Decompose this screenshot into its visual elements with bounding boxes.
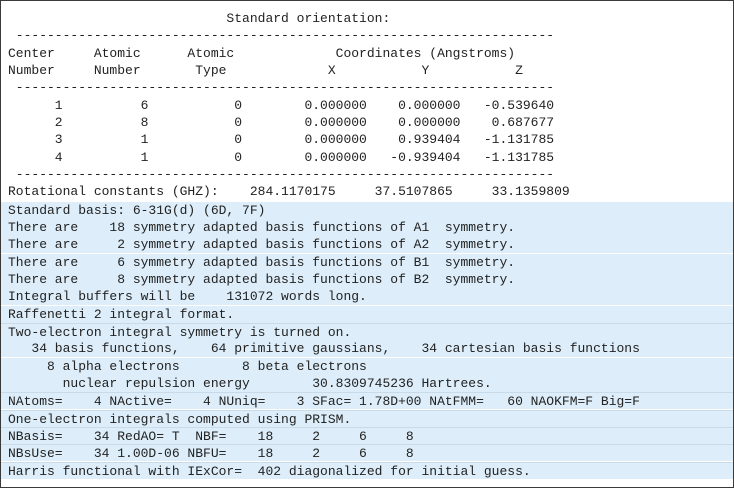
highlight-line: Integral buffers will be 131072 words lo… xyxy=(1,288,733,306)
highlight-line: Standard basis: 6-31G(d) (6D, 7F) xyxy=(1,202,733,220)
table-row: 3 1 0 0.000000 0.939404 -1.131785 xyxy=(8,132,555,147)
highlight-line: There are 2 symmetry adapted basis funct… xyxy=(1,236,733,254)
highlight-line: One-electron integrals computed using PR… xyxy=(1,410,733,428)
separator-line: ----------------------------------------… xyxy=(8,80,555,95)
highlight-line: 34 basis functions, 64 primitive gaussia… xyxy=(1,340,733,358)
highlight-line: NAtoms= 4 NActive= 4 NUniq= 3 SFac= 1.78… xyxy=(1,392,733,410)
highlight-line: Raffenetti 2 integral format. xyxy=(1,306,733,324)
table-row: 4 1 0 0.000000 -0.939404 -1.131785 xyxy=(8,150,555,165)
highlight-line: There are 8 symmetry adapted basis funct… xyxy=(1,271,733,289)
highlight-line: Two-electron integral symmetry is turned… xyxy=(1,323,733,341)
highlight-line: Harris functional with IExCor= 402 diago… xyxy=(1,462,733,480)
table-header-row-2: Number Number Type X Y Z xyxy=(8,63,523,78)
separator-line: ----------------------------------------… xyxy=(8,167,555,182)
separator-line: ----------------------------------------… xyxy=(8,28,555,43)
highlight-line: There are 18 symmetry adapted basis func… xyxy=(1,219,733,237)
highlight-line: There are 6 symmetry adapted basis funct… xyxy=(1,254,733,272)
table-header-row-1: Center Atomic Atomic Coordinates (Angstr… xyxy=(8,46,516,61)
highlight-line: NBasis= 34 RedAO= T NBF= 18 2 6 8 xyxy=(1,427,733,445)
highlight-line: NBsUse= 34 1.00D-06 NBFU= 18 2 6 8 xyxy=(1,444,733,462)
table-row: 1 6 0 0.000000 0.000000 -0.539640 xyxy=(8,98,555,113)
highlight-line: 8 alpha electrons 8 beta electrons xyxy=(1,358,733,376)
highlight-line: nuclear repulsion energy 30.8309745236 H… xyxy=(1,375,733,393)
rotational-constants: Rotational constants (GHZ): 284.1170175 … xyxy=(8,184,570,199)
orientation-title: Standard orientation: xyxy=(8,11,391,26)
table-row: 2 8 0 0.000000 0.000000 0.687677 xyxy=(8,115,555,130)
